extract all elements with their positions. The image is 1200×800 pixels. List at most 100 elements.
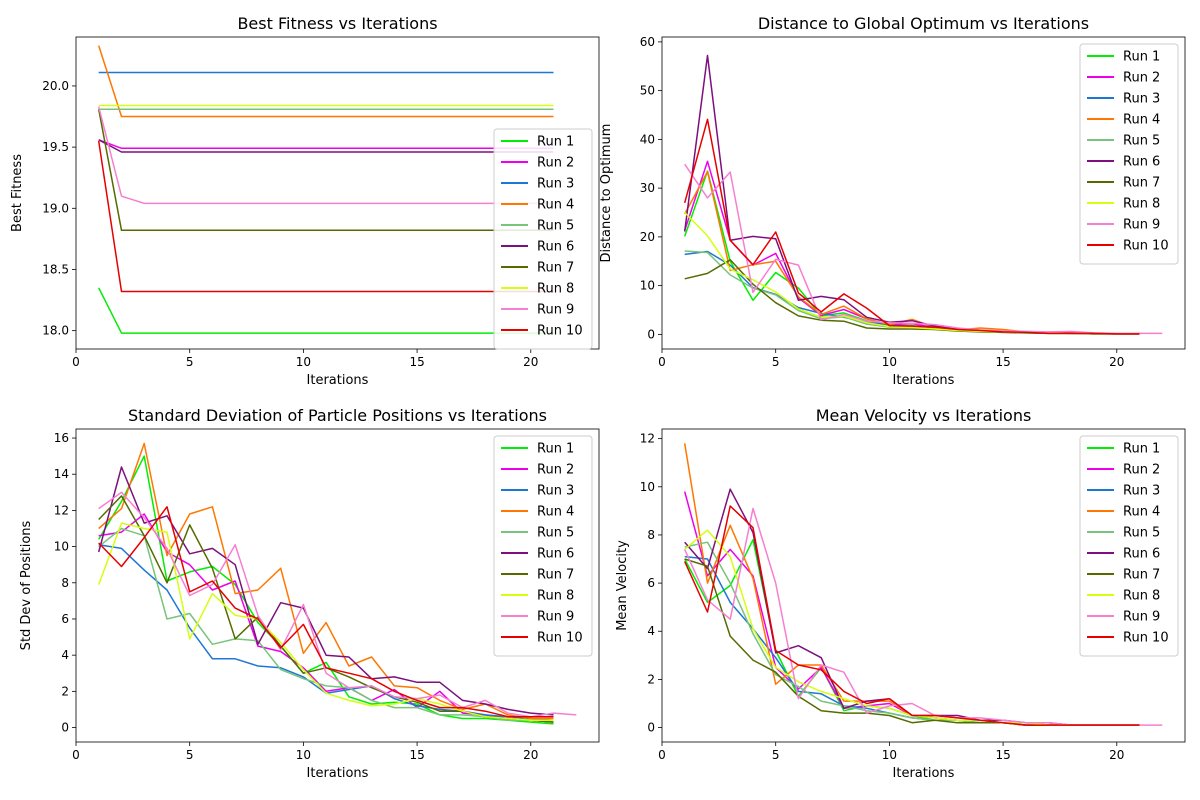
legend-label: Run 8 (537, 282, 574, 297)
legend-label: Run 7 (1123, 176, 1160, 191)
legend-label: Run 3 (537, 177, 574, 192)
series-line-run-8 (684, 211, 1140, 335)
legend-label: Run 10 (537, 324, 583, 339)
series-line-run-4 (684, 170, 1140, 335)
legend-label: Run 3 (1123, 92, 1160, 107)
y-axis-label: Std Dev of Positions (19, 520, 34, 650)
series-group (683, 443, 1163, 726)
chart-title: Distance to Global Optimum vs Iterations (758, 14, 1089, 33)
series-line-run-2 (98, 139, 554, 150)
y-tick-label: 8 (61, 576, 69, 590)
x-axis-label: Iterations (307, 766, 369, 781)
legend: Run 1 Run 2 Run 3 Run 4 Run 5 Run 6 Run 7 Run 8… (1079, 43, 1179, 265)
y-tick-label: 4 (647, 624, 655, 638)
axes-frame (661, 428, 1186, 743)
y-tick-label: 20.0 (42, 79, 69, 93)
x-tick-label: 20 (1109, 748, 1124, 762)
series-line-run-10 (98, 506, 554, 718)
legend-label: Run 4 (537, 505, 574, 520)
x-tick-label: 0 (658, 748, 666, 762)
y-tick-label: 10 (640, 480, 655, 494)
legend-label: Run 3 (1123, 484, 1160, 499)
y-tick-label: 0 (647, 721, 655, 735)
legend-label: Run 7 (1123, 568, 1160, 583)
y-tick-label: 6 (61, 612, 69, 626)
series-line-run-4 (683, 443, 1140, 726)
x-tick-label: 5 (772, 355, 780, 369)
x-tick-label: 10 (882, 355, 897, 369)
legend-label: Run 6 (1123, 547, 1160, 562)
y-tick-label: 18.5 (42, 262, 69, 276)
series-line-run-9 (97, 106, 554, 205)
y-axis-label: Mean Velocity (615, 540, 630, 631)
series-line-run-4 (98, 442, 554, 720)
series-line-run-3 (684, 555, 1140, 726)
x-tick-label: 20 (523, 748, 538, 762)
y-tick-label: 50 (640, 84, 655, 98)
legend-label: Run 2 (1123, 71, 1160, 86)
legend-label: Run 5 (1123, 526, 1160, 541)
series-line-run-6 (684, 488, 1140, 726)
x-tick-label: 5 (186, 355, 194, 369)
legend: Run 1 Run 2 Run 3 Run 4 Run 5 Run 6 Run 7 Run 8… (493, 128, 593, 350)
chart-1: Best Fitness vs Iterations 0 5 10 15 20 18.0 18… (10, 14, 600, 388)
legend-label: Run 4 (537, 198, 574, 213)
y-tick-label: 2 (61, 684, 69, 698)
y-tick-label: 19.0 (42, 201, 69, 215)
series-line-run-1 (683, 170, 1140, 335)
series-line-run-8 (684, 529, 1140, 726)
chart-4: Mean Velocity vs Iterations 0 5 10 15 20 0 2 4 6 8… (615, 406, 1186, 781)
series-line-run-5 (98, 527, 554, 722)
y-tick-label: 0 (647, 327, 655, 341)
legend-label: Run 1 (1123, 442, 1160, 457)
legend-label: Run 8 (1123, 197, 1160, 212)
x-axis-label: Iterations (307, 373, 369, 388)
legend-label: Run 1 (1123, 50, 1160, 65)
x-tick-label: 0 (72, 748, 80, 762)
legend-label: Run 9 (537, 610, 574, 625)
legend-label: Run 7 (537, 261, 574, 276)
legend-label: Run 9 (1123, 218, 1160, 233)
series-line-run-4 (97, 45, 554, 118)
x-tick-label: 5 (186, 748, 194, 762)
y-tick-label: 2 (647, 672, 655, 686)
legend-label: Run 3 (537, 484, 574, 499)
legend-label: Run 9 (1123, 610, 1160, 625)
legend-label: Run 2 (1123, 463, 1160, 478)
x-tick-label: 15 (995, 748, 1010, 762)
series-line-run-10 (683, 118, 1140, 335)
series-line-run-6 (98, 139, 554, 153)
chart-title: Best Fitness vs Iterations (237, 14, 437, 33)
legend-label: Run 6 (537, 547, 574, 562)
legend-label: Run 6 (1123, 155, 1160, 170)
axes-frame (75, 428, 600, 743)
series-group (683, 54, 1163, 335)
x-tick-label: 5 (772, 748, 780, 762)
x-tick-label: 0 (658, 355, 666, 369)
y-tick-label: 19.5 (42, 140, 69, 154)
y-tick-label: 14 (54, 467, 69, 481)
y-axis-label: Distance to Optimum (599, 124, 614, 263)
series-line-run-5 (684, 541, 1140, 726)
y-tick-label: 10 (640, 279, 655, 293)
x-tick-label: 10 (882, 748, 897, 762)
legend-label: Run 5 (537, 526, 574, 541)
x-tick-label: 20 (523, 355, 538, 369)
legend-label: Run 6 (537, 240, 574, 255)
legend-label: Run 10 (1123, 239, 1169, 254)
legend-label: Run 4 (1123, 113, 1160, 128)
y-tick-label: 18.0 (42, 324, 69, 338)
series-line-run-9 (684, 163, 1163, 335)
y-tick-label: 40 (640, 132, 655, 146)
series-line-run-7 (98, 495, 554, 723)
series-group (97, 442, 577, 725)
y-tick-label: 20 (640, 230, 655, 244)
series-line-run-2 (683, 160, 1140, 335)
axes-frame (75, 36, 600, 350)
legend-label: Run 5 (537, 219, 574, 234)
y-tick-label: 60 (640, 35, 655, 49)
legend-label: Run 10 (1123, 631, 1169, 646)
y-tick-label: 16 (54, 431, 69, 445)
x-tick-label: 10 (296, 355, 311, 369)
